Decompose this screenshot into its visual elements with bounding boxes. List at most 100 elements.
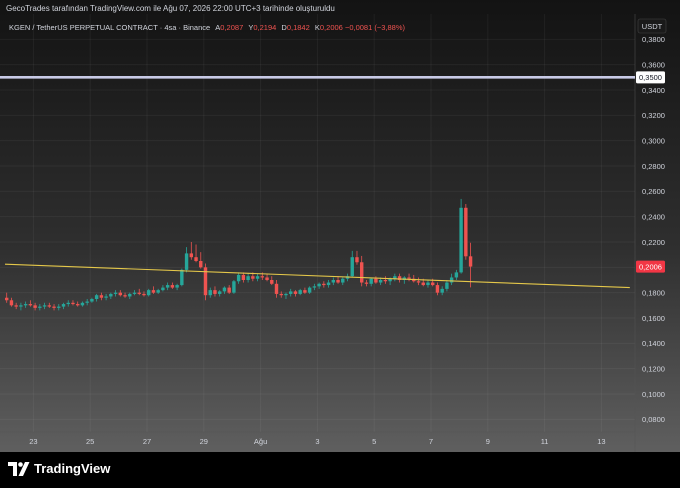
candle bbox=[468, 242, 473, 288]
symbol-name[interactable]: KGEN / TetherUS PERPETUAL CONTRACT · 4sa… bbox=[9, 23, 211, 32]
candle-body bbox=[123, 295, 127, 297]
candle-body bbox=[161, 287, 165, 291]
candle-body bbox=[374, 278, 378, 283]
trendline[interactable] bbox=[4, 263, 630, 289]
tradingview-brand[interactable]: TradingView bbox=[8, 461, 110, 476]
candle-body bbox=[9, 300, 14, 306]
candle bbox=[449, 273, 454, 286]
candle-body bbox=[454, 272, 459, 278]
candle-body bbox=[142, 293, 146, 296]
candle bbox=[445, 280, 449, 292]
candle-body bbox=[317, 283, 321, 287]
candle-body bbox=[66, 302, 70, 305]
candle bbox=[232, 280, 236, 294]
candle bbox=[279, 291, 283, 298]
candle-body bbox=[416, 281, 421, 283]
candle bbox=[322, 281, 326, 288]
candle bbox=[23, 301, 28, 308]
candle-body bbox=[464, 207, 468, 257]
candle bbox=[57, 304, 61, 311]
candle-body bbox=[378, 280, 383, 283]
candle-body bbox=[331, 280, 336, 283]
candle bbox=[19, 302, 23, 311]
candle-body bbox=[99, 295, 104, 298]
candle-body bbox=[165, 285, 170, 288]
candle-body bbox=[388, 278, 392, 282]
candle bbox=[241, 272, 246, 283]
brand-name: TradingView bbox=[34, 461, 111, 476]
candle-body bbox=[23, 304, 28, 306]
candle bbox=[52, 304, 56, 311]
candle-body bbox=[270, 280, 274, 284]
candle-body bbox=[42, 305, 47, 307]
candle bbox=[246, 273, 250, 283]
candle bbox=[440, 286, 444, 296]
candle-body bbox=[426, 282, 430, 286]
candle bbox=[416, 277, 421, 286]
candle-body bbox=[47, 305, 52, 307]
candle bbox=[284, 292, 288, 299]
candle bbox=[364, 280, 369, 287]
candle bbox=[203, 263, 208, 301]
candle-body bbox=[28, 304, 33, 306]
candle bbox=[194, 244, 198, 263]
y-tick-label: 0,3000 bbox=[642, 136, 665, 145]
candle-body bbox=[170, 285, 175, 288]
candle-body bbox=[322, 283, 326, 286]
candle bbox=[76, 301, 80, 307]
candle-body bbox=[369, 278, 373, 284]
candle bbox=[307, 286, 312, 294]
candle-body bbox=[14, 305, 18, 307]
candle bbox=[99, 292, 104, 301]
candle bbox=[14, 302, 18, 310]
candle-body bbox=[364, 282, 369, 284]
change-value: −0,0081 (−3,88%) bbox=[344, 23, 405, 32]
candle-body bbox=[199, 261, 203, 268]
candle bbox=[298, 288, 302, 296]
candle-body bbox=[274, 283, 279, 294]
candle-body bbox=[449, 277, 454, 283]
candle bbox=[109, 292, 113, 299]
candle bbox=[454, 269, 459, 280]
candle-body bbox=[326, 282, 331, 286]
candle bbox=[270, 276, 274, 286]
candle bbox=[383, 276, 388, 284]
candle-body bbox=[236, 274, 241, 282]
candle bbox=[199, 252, 203, 269]
y-tick-label: 0,1200 bbox=[642, 364, 665, 373]
candle-body bbox=[80, 302, 85, 306]
open-label: A bbox=[215, 23, 221, 32]
candle-body bbox=[431, 282, 435, 286]
tradingview-logo-icon bbox=[8, 461, 30, 476]
candle bbox=[33, 302, 37, 311]
candle-body bbox=[284, 293, 288, 296]
candle-body bbox=[128, 293, 132, 297]
candle bbox=[38, 304, 42, 311]
x-tick-label: 11 bbox=[541, 437, 549, 446]
currency-badge[interactable]: USDT bbox=[637, 18, 667, 34]
currency-label: USDT bbox=[642, 22, 663, 31]
candle bbox=[312, 283, 317, 291]
candle-body bbox=[156, 290, 160, 293]
candle bbox=[170, 282, 175, 289]
candle-body bbox=[307, 287, 312, 293]
footer-bar: TradingView bbox=[0, 452, 680, 488]
open-value: 0,2087 bbox=[220, 23, 244, 32]
y-tick-label: 0,1600 bbox=[642, 314, 665, 323]
candle bbox=[227, 285, 231, 294]
candle-body bbox=[397, 276, 402, 280]
x-tick-label: 29 bbox=[200, 437, 208, 446]
x-tick-label: 25 bbox=[86, 437, 94, 446]
candle bbox=[289, 288, 293, 297]
candle-body bbox=[336, 280, 340, 283]
level-badge bbox=[636, 71, 665, 84]
candle bbox=[80, 301, 85, 307]
candle bbox=[85, 299, 89, 306]
candle-body bbox=[151, 290, 156, 293]
candle-body bbox=[175, 285, 179, 288]
candle-body bbox=[279, 293, 283, 296]
candle bbox=[407, 273, 411, 282]
x-axis-tick-labels: 23 25 27 29 Ağu 3 5 7 9 11 13 bbox=[29, 437, 605, 446]
candle bbox=[9, 297, 14, 307]
